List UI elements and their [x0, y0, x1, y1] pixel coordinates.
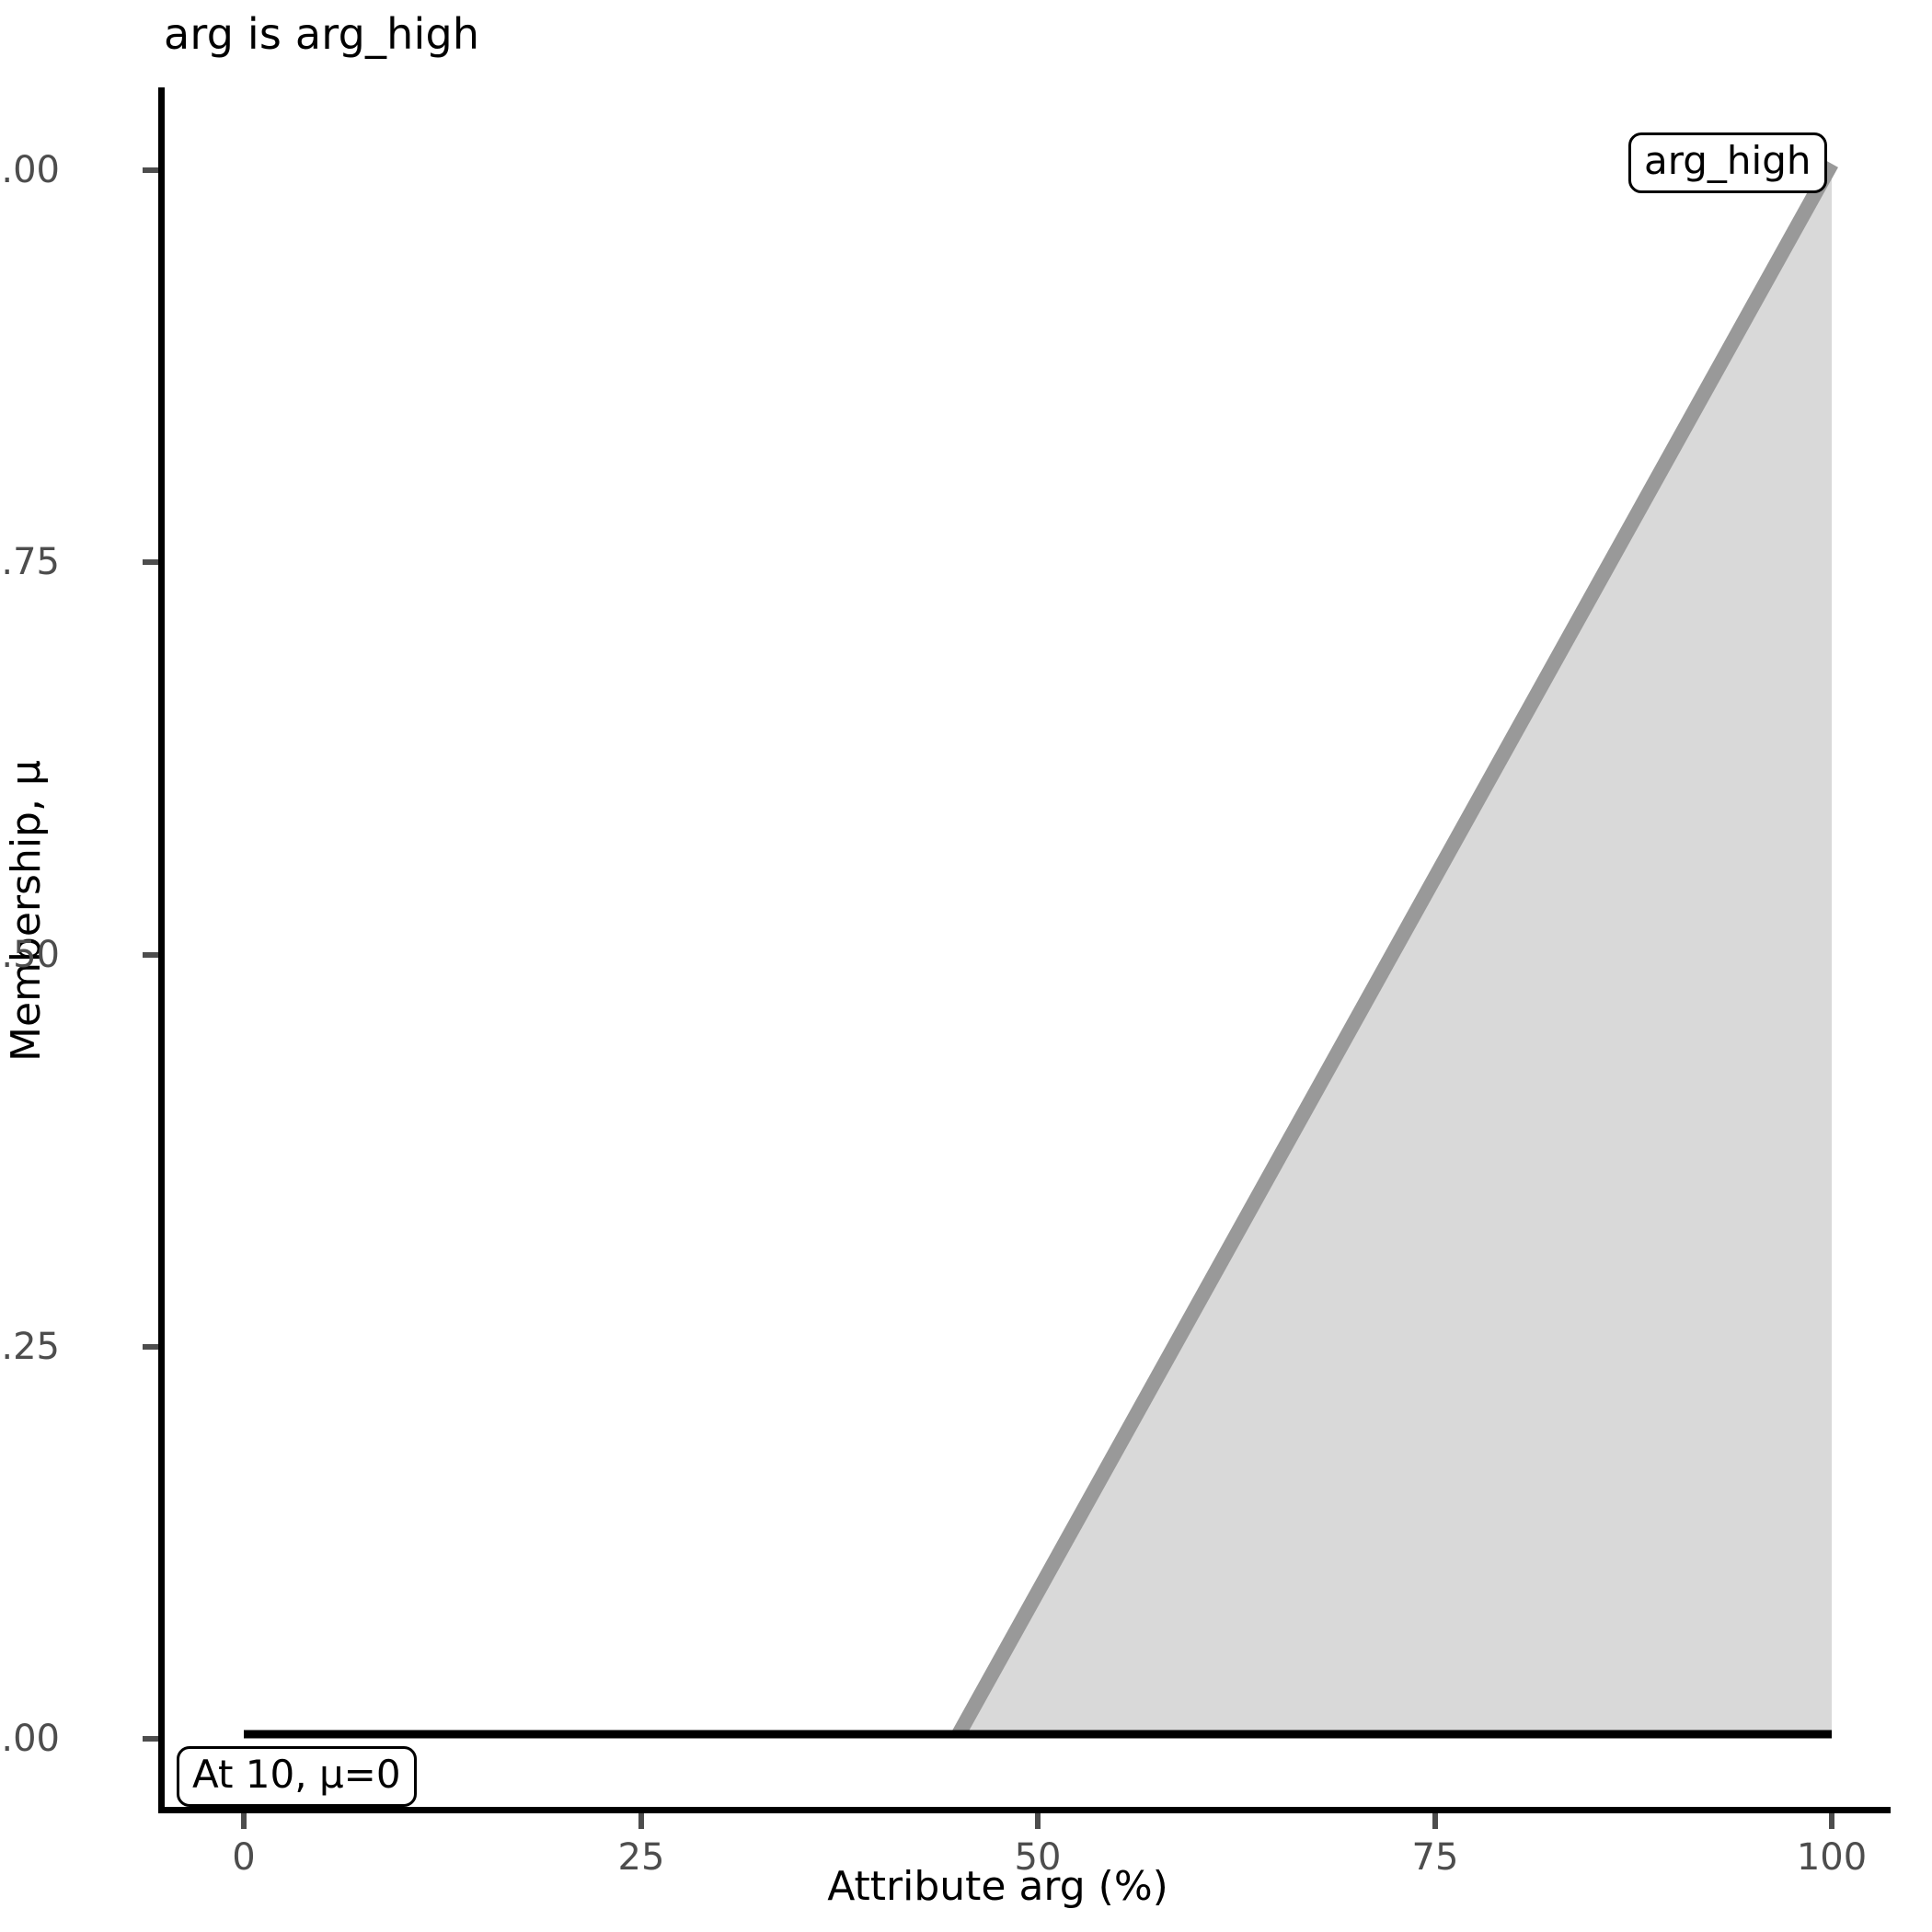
x-tick-mark-0 [241, 1813, 247, 1829]
x-tick-label-100: 100 [1796, 1836, 1868, 1879]
x-tick-label-50: 50 [1014, 1836, 1062, 1879]
y-tick-label-0.75: 0.75 [0, 541, 60, 583]
x-tick-label-75: 75 [1411, 1836, 1459, 1879]
y-tick-mark-0.00 [143, 1736, 158, 1742]
x-tick-mark-50 [1035, 1813, 1041, 1829]
x-axis-spine [161, 1807, 1891, 1813]
x-tick-label-0: 0 [232, 1836, 256, 1879]
y-tick-label-1.00: 1.00 [0, 149, 60, 191]
y-tick-label-0.00: 0.00 [0, 1718, 60, 1760]
chart-title: arg is arg_high [164, 9, 480, 59]
annotation-evaluation: At 10, μ=0 [177, 1746, 417, 1808]
y-tick-label-0.50: 0.50 [0, 934, 60, 976]
plot-area [164, 87, 1893, 1811]
y-tick-mark-0.50 [143, 952, 158, 958]
x-tick-mark-25 [638, 1813, 644, 1829]
y-tick-label-0.25: 0.25 [0, 1326, 60, 1368]
y-axis-label: Membership, μ [2, 760, 50, 1062]
x-tick-label-25: 25 [617, 1836, 665, 1879]
x-tick-mark-75 [1432, 1813, 1438, 1829]
y-axis-spine [158, 87, 165, 1813]
x-axis-label: Attribute arg (%) [827, 1863, 1168, 1910]
y-tick-mark-1.00 [143, 167, 158, 173]
y-tick-mark-0.25 [143, 1344, 158, 1350]
y-tick-mark-0.75 [143, 559, 158, 565]
annotation-arg-high: arg_high [1628, 132, 1827, 194]
x-tick-mark-100 [1829, 1813, 1834, 1829]
